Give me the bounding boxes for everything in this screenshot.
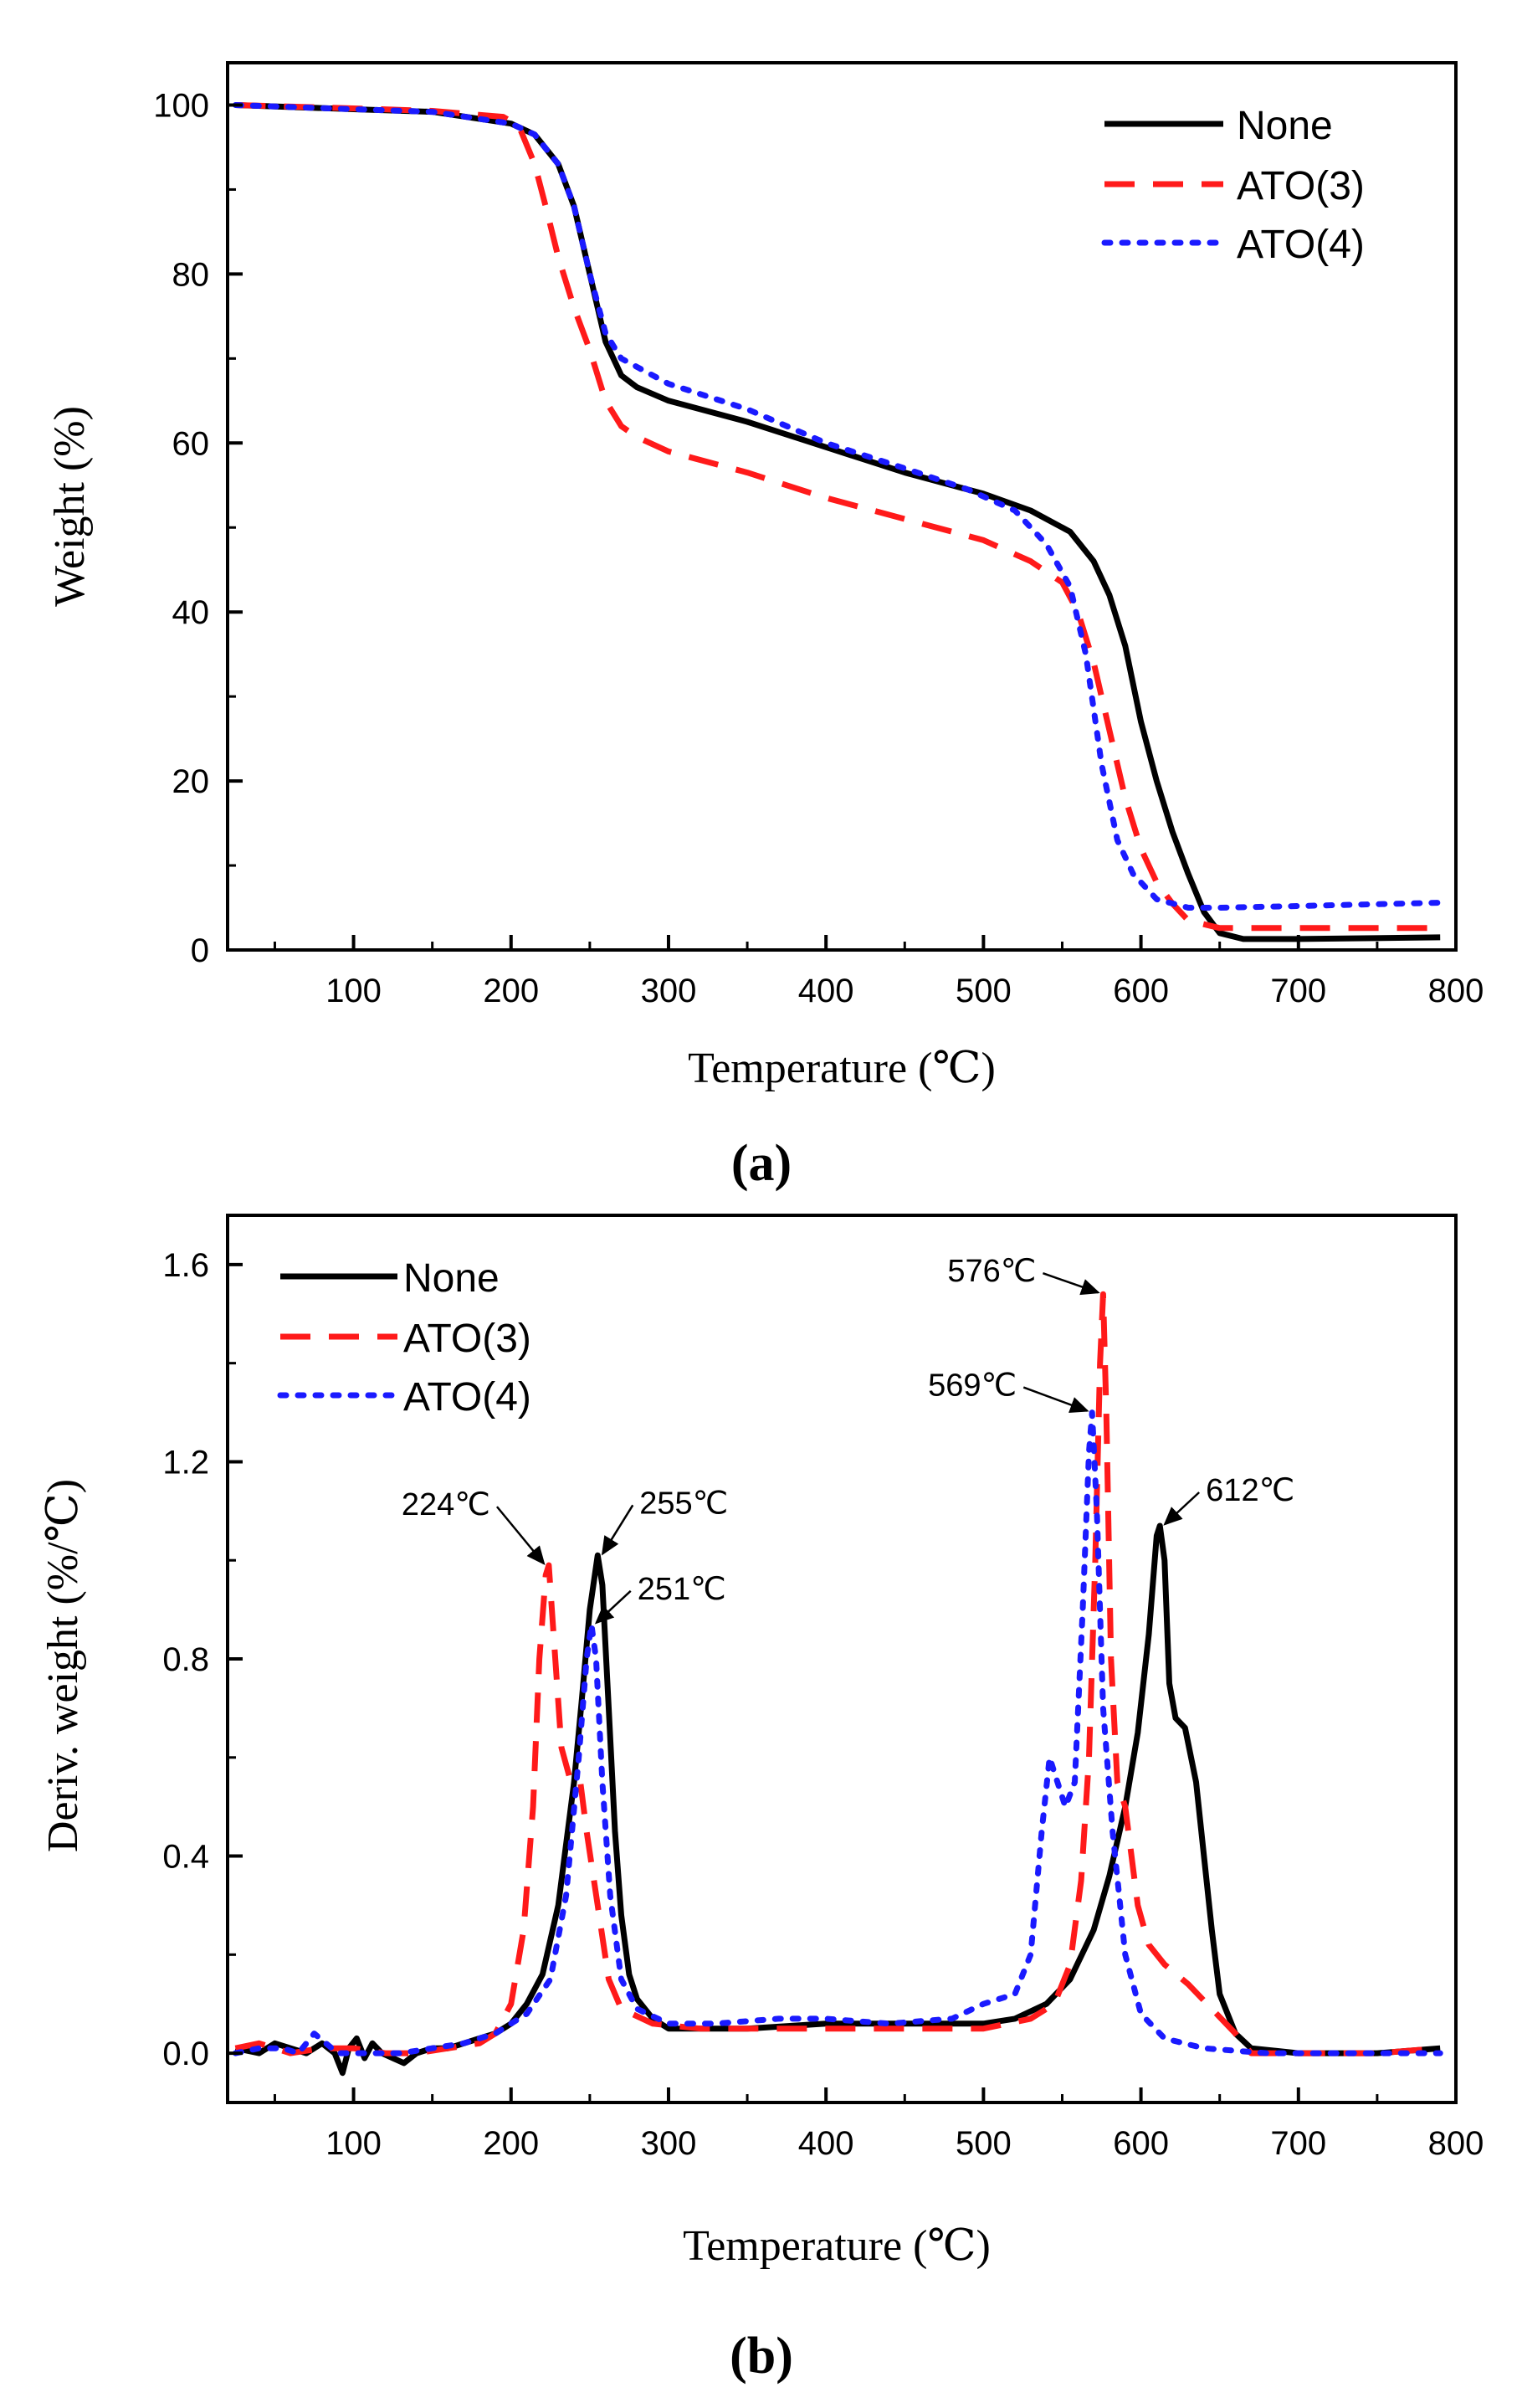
panel-b-annotation-arrow bbox=[594, 1589, 632, 1625]
panel-a-x-tick-label: 200 bbox=[483, 973, 539, 1009]
panel-b-series-ato4-line bbox=[232, 1409, 1443, 2056]
panel-b-legend-label-none: None bbox=[403, 1256, 500, 1301]
panel-a-legend: None ATO(3) ATO(4) bbox=[1101, 104, 1365, 267]
panel-b-annotation-label: 255℃ bbox=[639, 1486, 728, 1521]
panel-a-legend-label-none: None bbox=[1237, 104, 1333, 148]
panel-b-annotation-arrow bbox=[1043, 1272, 1100, 1296]
panel-a: 100 200 300 400 500 600 700 800 0 20 40 60 80 100 Tem… bbox=[46, 61, 1484, 1192]
panel-b-annotations: 224℃ 255℃ 251℃ 576℃ 569℃ 612℃ bbox=[402, 1254, 1294, 1625]
panel-a-legend-label-ato4: ATO(4) bbox=[1237, 223, 1365, 267]
panel-b-annotation-label: 612℃ bbox=[1206, 1473, 1294, 1508]
panel-b-y-tick-label: 1.2 bbox=[162, 1444, 209, 1481]
panel-b-series bbox=[232, 1291, 1443, 2077]
panel-b-xlabel: Temperature (℃) bbox=[683, 2222, 991, 2270]
panel-a-y-tick-label: 60 bbox=[172, 425, 210, 462]
panel-b-caption: (b) bbox=[730, 2328, 793, 2385]
panel-b-legend-label-ato4: ATO(4) bbox=[403, 1375, 531, 1420]
panel-b-annotation-arrow bbox=[601, 1504, 634, 1556]
panel-a-x-tick-label: 700 bbox=[1270, 973, 1326, 1009]
panel-b-legend-label-ato3: ATO(3) bbox=[403, 1317, 531, 1361]
panel-a-x-tick-label: 500 bbox=[956, 973, 1012, 1009]
panel-b-x-tick-label: 200 bbox=[483, 2125, 539, 2162]
panel-b-x-tick-label: 300 bbox=[641, 2125, 697, 2162]
panel-b-annotation-label: 251℃ bbox=[638, 1572, 726, 1607]
panel-b-x-tick-label: 800 bbox=[1428, 2125, 1484, 2162]
panel-a-x-tick-label: 400 bbox=[798, 973, 854, 1009]
panel-a-series bbox=[232, 102, 1443, 942]
panel-b-ylabel: Deriv. weight (%/℃) bbox=[39, 1479, 87, 1852]
panel-b: 100 200 300 400 500 600 700 8000.00.40.81.21.6 … bbox=[39, 1214, 1484, 2385]
panel-b-annotation-arrow bbox=[1022, 1386, 1089, 1414]
panel-a-y-tick-label: 0 bbox=[191, 932, 209, 969]
panel-b-annotation-arrow bbox=[495, 1506, 546, 1566]
panel-b-annotation-label: 224℃ bbox=[402, 1487, 490, 1522]
panel-a-xlabel: Temperature (℃) bbox=[688, 1045, 996, 1092]
panel-b-y-tick-label: 0.8 bbox=[162, 1641, 209, 1678]
panel-a-plot-frame bbox=[226, 61, 1458, 952]
panel-a-ticks: 100 200 300 400 500 600 700 800 0 20 40 60 80 100 bbox=[153, 87, 1484, 1009]
panel-a-y-tick-label: 20 bbox=[172, 763, 210, 800]
panel-b-annotation-label: 576℃ bbox=[947, 1254, 1036, 1289]
panel-a-y-tick-label: 100 bbox=[153, 87, 209, 124]
panel-a-ylabel: Weight (%) bbox=[46, 406, 94, 607]
panel-b-y-tick-label: 0.0 bbox=[162, 2036, 209, 2072]
panel-a-x-tick-label: 800 bbox=[1428, 973, 1484, 1009]
panel-b-y-tick-label: 0.4 bbox=[162, 1839, 209, 1876]
panel-b-x-tick-label: 400 bbox=[798, 2125, 854, 2162]
panel-a-legend-label-ato3: ATO(3) bbox=[1237, 164, 1365, 208]
panel-a-x-tick-label: 100 bbox=[325, 973, 382, 1009]
panel-a-caption: (a) bbox=[731, 1135, 792, 1192]
panel-b-y-tick-label: 1.6 bbox=[162, 1247, 209, 1284]
panel-b-annotation-arrow bbox=[1163, 1492, 1201, 1526]
panel-b-series-none-line bbox=[234, 1522, 1441, 2077]
panel-a-y-tick-label: 40 bbox=[172, 594, 210, 631]
panel-b-legend: None ATO(3) ATO(4) bbox=[277, 1256, 531, 1420]
panel-b-x-tick-label: 100 bbox=[325, 2125, 382, 2162]
panel-a-series-ato4-line bbox=[232, 102, 1443, 911]
panel-b-x-tick-label: 600 bbox=[1113, 2125, 1169, 2162]
panel-a-x-tick-label: 300 bbox=[641, 973, 697, 1009]
panel-a-y-tick-label: 80 bbox=[172, 256, 210, 293]
panel-a-x-tick-label: 600 bbox=[1113, 973, 1169, 1009]
panel-b-x-tick-label: 500 bbox=[956, 2125, 1012, 2162]
panel-b-annotation-label: 569℃ bbox=[928, 1368, 1017, 1404]
panel-b-ticks: 100 200 300 400 500 600 700 800 0.0 0.4 0.8 1.2 1.6 bbox=[162, 1247, 1484, 2162]
panel-b-x-tick-label: 700 bbox=[1270, 2125, 1326, 2162]
